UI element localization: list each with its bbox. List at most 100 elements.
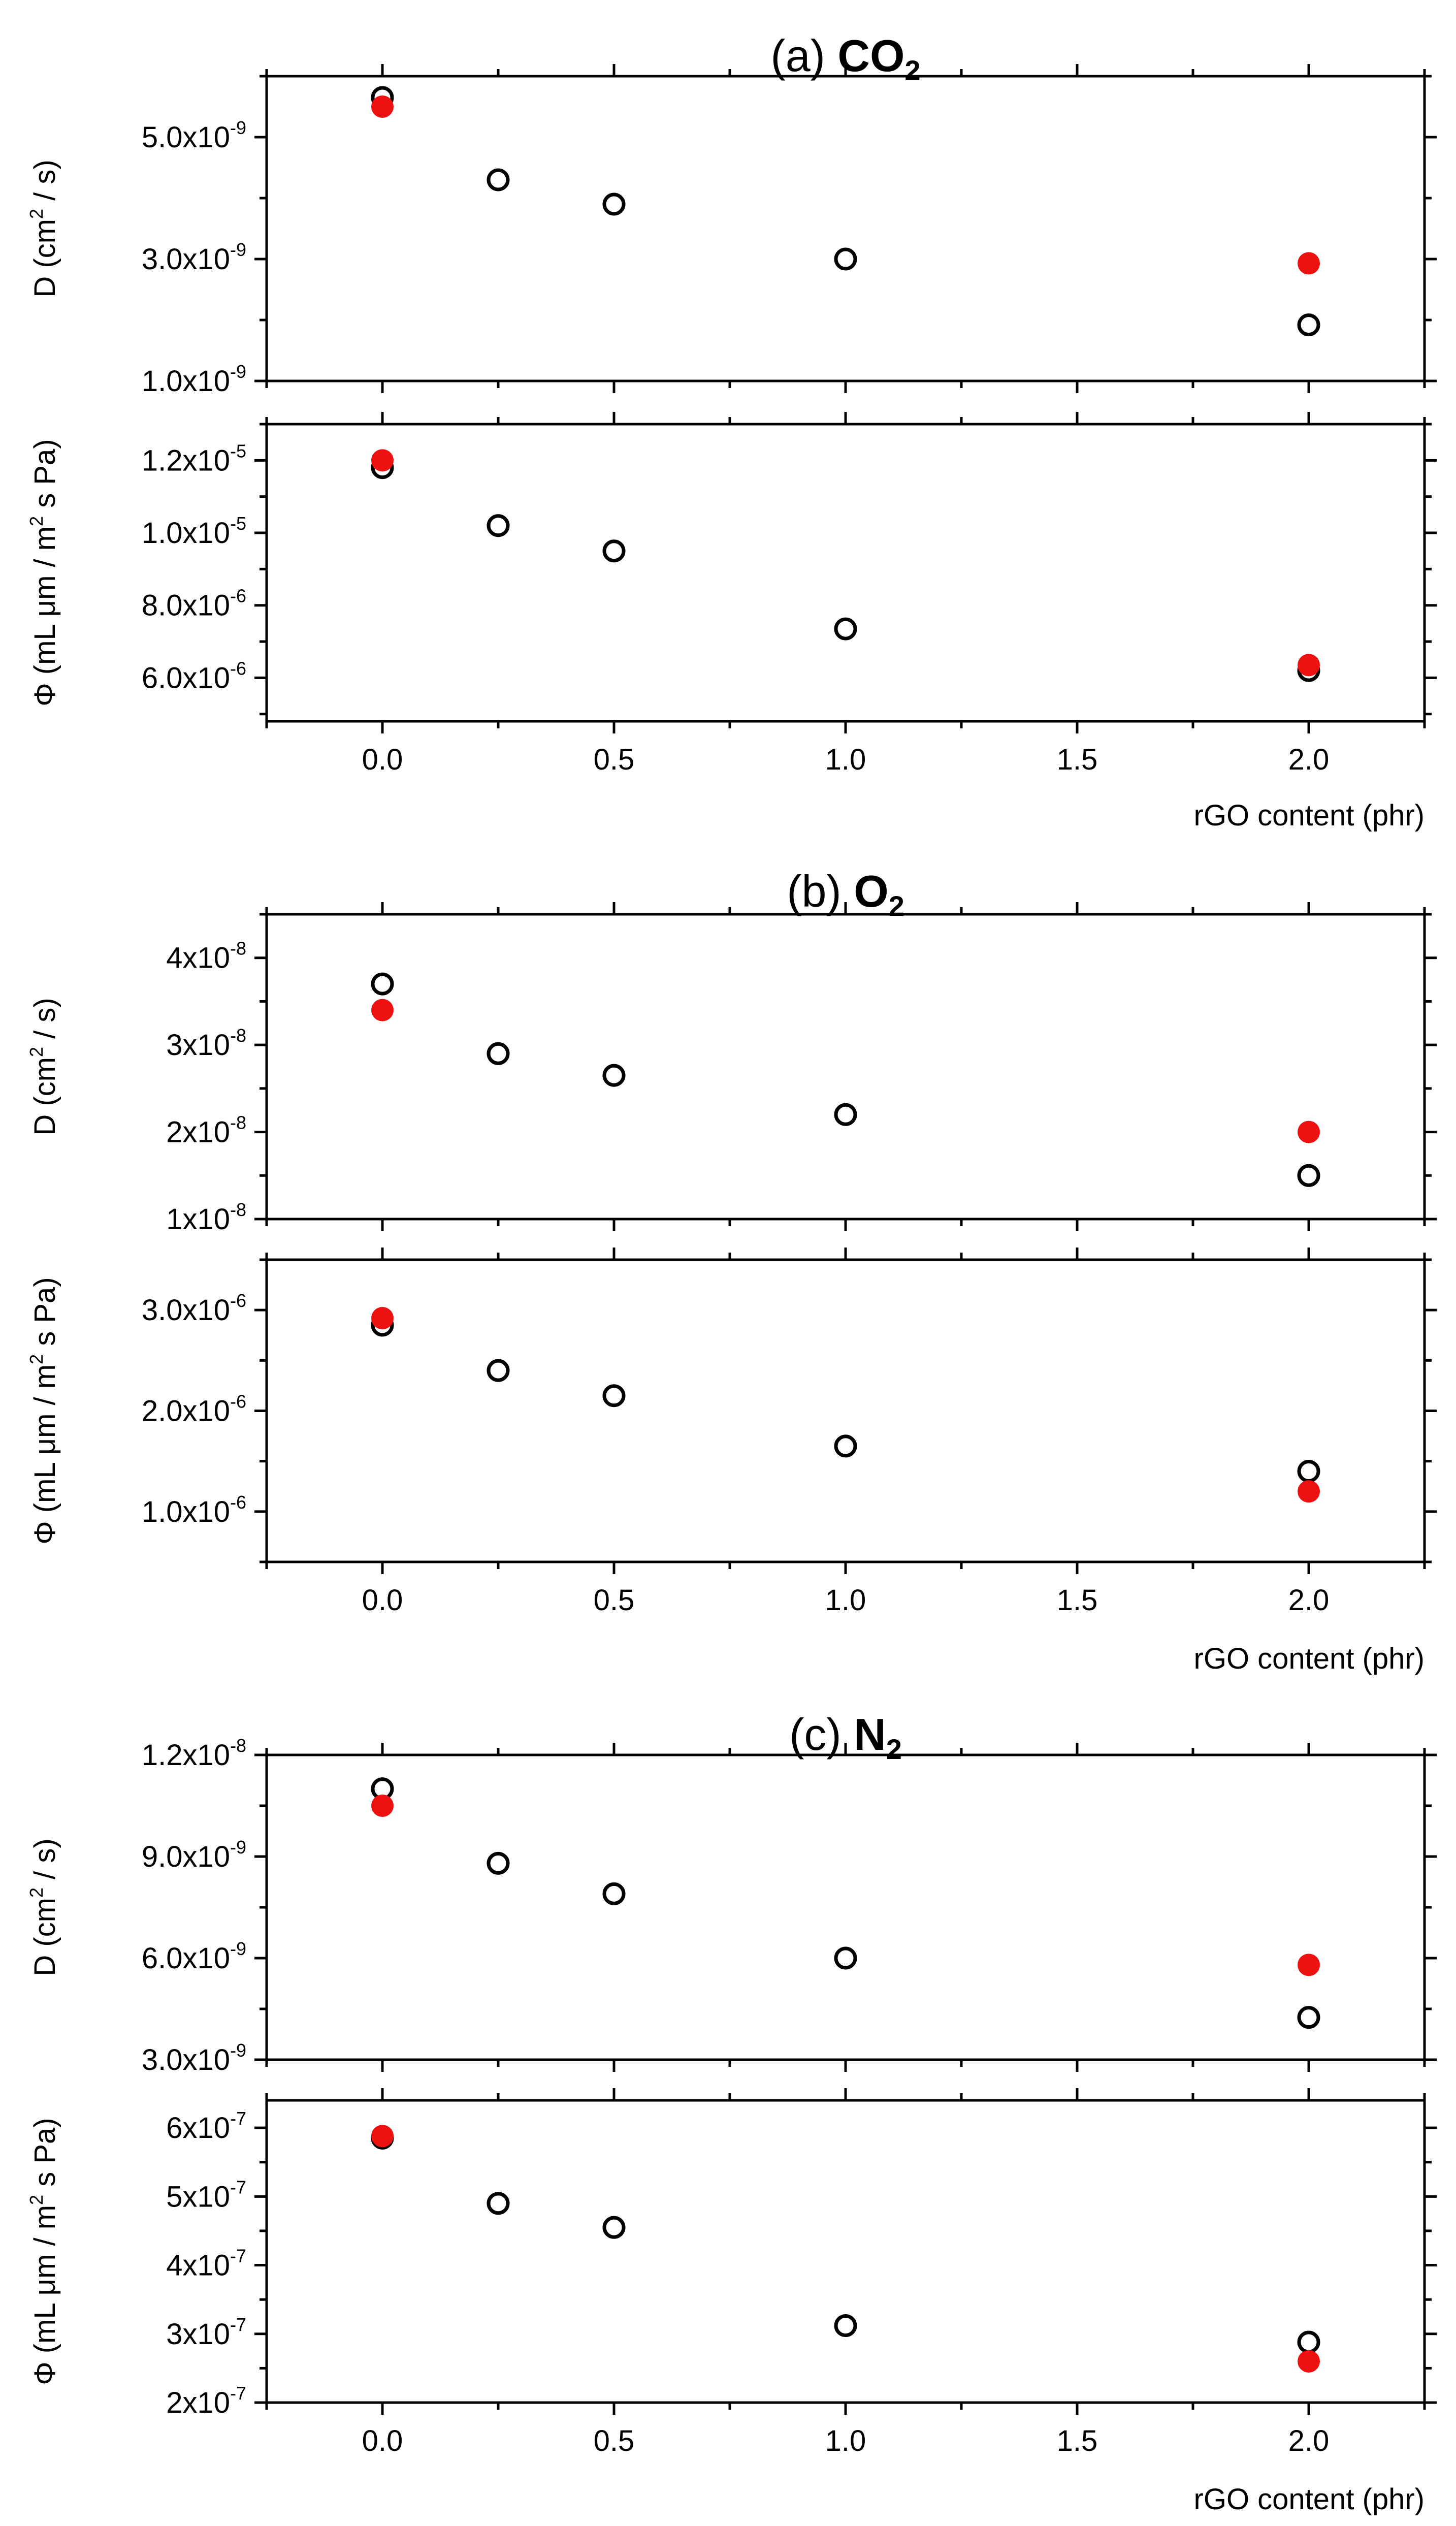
panel-title-subscript: 2: [889, 890, 904, 922]
y-axis-unit: (mL μm / m: [28, 1364, 61, 1513]
data-point-measured: [602, 1384, 626, 1408]
x-tick-label: 2.0: [1288, 1584, 1330, 1617]
y-tick-label: 2.0x10-6: [142, 1391, 246, 1428]
series-predicted: [371, 1795, 1320, 1976]
data-point-measured: [1297, 1164, 1320, 1187]
y-tick-exponent: -5: [230, 440, 246, 461]
series-predicted: [371, 2125, 1320, 2373]
y-tick-label: 3.0x10-6: [142, 1290, 246, 1327]
y-axis-symbol: Φ: [28, 2361, 61, 2385]
y-axis-label: D (cm2 / s): [26, 1838, 61, 1976]
x-tick-label: 0.0: [362, 743, 403, 776]
x-tick-label: 1.0: [825, 1584, 866, 1617]
y-tick-exponent: -6: [230, 1391, 246, 1412]
y-tick-mantissa: 3.0x10: [142, 2043, 230, 2076]
y-tick-exponent: -8: [230, 1112, 246, 1133]
data-point-measured: [602, 193, 626, 216]
series-predicted: [371, 449, 1320, 677]
y-axis-label: Φ (mL μm / m2 s Pa): [26, 439, 61, 706]
y-tick-mantissa: 3.0x10: [142, 1294, 230, 1327]
y-axis-unit: (mL μm / m: [28, 2205, 61, 2353]
y-tick-mantissa: 9.0x10: [142, 1840, 230, 1873]
y-tick-exponent: -6: [230, 586, 246, 606]
y-tick-exponent: -7: [230, 2383, 246, 2404]
y-axis-label: Φ (mL μm / m2 s Pa): [26, 1277, 61, 1544]
x-tick-label: 2.0: [1288, 2424, 1330, 2457]
y-tick-mantissa: 1.0x10: [142, 517, 230, 550]
y-tick-label: 8.0x10-6: [142, 586, 246, 622]
panel-title-subscript: 2: [886, 1733, 902, 1765]
y-tick-exponent: -7: [230, 2314, 246, 2335]
data-point-measured: [1297, 2006, 1320, 2029]
x-tick-label: 1.0: [825, 2424, 866, 2457]
data-point-measured: [602, 1064, 626, 1087]
y-tick-label: 5x10-7: [166, 2177, 246, 2213]
y-tick-label: 6.0x10-9: [142, 1938, 246, 1975]
data-point-measured: [602, 2216, 626, 2239]
data-point-measured: [834, 1946, 857, 1970]
y-tick-exponent: -9: [230, 1938, 246, 1959]
y-tick-label: 3.0x10-9: [142, 2040, 246, 2076]
y-tick-exponent: -6: [230, 1492, 246, 1513]
y-axis-unit-tail: / s): [28, 998, 61, 1047]
y-tick-exponent: -9: [230, 117, 246, 138]
y-axis-label: Φ (mL μm / m2 s Pa): [26, 2118, 61, 2385]
y-tick-mantissa: 2x10: [166, 1116, 230, 1149]
y-tick-mantissa: 1.2x10: [142, 444, 230, 477]
y-tick-mantissa: 4x10: [166, 2249, 230, 2282]
y-tick-label: 6x10-7: [166, 2108, 246, 2145]
y-axis-unit-tail: s Pa): [28, 439, 61, 516]
y-axis-unit: (mL μm / m: [28, 526, 61, 675]
y-axis-symbol: D: [28, 1955, 61, 1976]
y-axis-label: D (cm2 / s): [26, 159, 61, 297]
y-axis-symbol: D: [28, 1114, 61, 1136]
y-tick-label: 1.2x10-5: [142, 440, 246, 477]
x-tick-label: 2.0: [1288, 743, 1330, 776]
x-tick-label: 1.5: [1057, 2424, 1098, 2457]
y-axis-symbol: D: [28, 276, 61, 298]
x-tick-label: 0.5: [594, 743, 635, 776]
y-tick-mantissa: 6.0x10: [142, 661, 230, 694]
series-predicted: [371, 1307, 1320, 1503]
y-tick-mantissa: 1.0x10: [142, 365, 230, 398]
y-axis-unit-sup: 2: [26, 1354, 47, 1364]
y-tick-label: 3x10-8: [166, 1025, 246, 1062]
y-tick-exponent: -8: [230, 1199, 246, 1220]
data-point-predicted: [371, 95, 394, 118]
data-point-measured: [487, 514, 510, 537]
y-tick-label: 1x10-8: [166, 1199, 246, 1236]
x-axis-label: rGO content (phr): [1194, 1642, 1425, 1675]
y-tick-mantissa: 4x10: [166, 942, 230, 975]
panel-title-subscript: 2: [904, 54, 920, 86]
data-point-measured: [834, 617, 857, 641]
y-axis-unit-tail: / s): [28, 159, 61, 209]
x-tick-label: 0.0: [362, 2424, 403, 2457]
x-tick-label: 1.5: [1057, 743, 1098, 776]
data-point-predicted: [371, 999, 394, 1021]
y-tick-label: 3x10-7: [166, 2314, 246, 2351]
panel-title-gas: CO: [837, 30, 904, 81]
data-point-measured: [834, 247, 857, 271]
y-tick-label: 1.2x10-8: [142, 1735, 246, 1772]
y-axis-unit: (cm: [28, 219, 61, 268]
y-tick-mantissa: 6x10: [166, 2112, 230, 2145]
y-tick-mantissa: 1.0x10: [142, 1495, 230, 1528]
series-measured: [371, 1777, 1320, 2029]
y-tick-label: 9.0x10-9: [142, 1837, 246, 1873]
data-point-measured: [371, 972, 394, 996]
y-axis-unit-sup: 2: [26, 1888, 47, 1898]
data-point-predicted: [371, 2125, 394, 2148]
y-tick-exponent: -9: [230, 361, 246, 382]
y-tick-exponent: -7: [230, 2177, 246, 2197]
panel-title-gas: O: [854, 866, 888, 916]
x-tick-label: 0.5: [594, 2424, 635, 2457]
y-tick-exponent: -8: [230, 1735, 246, 1756]
y-tick-label: 1.0x10-6: [142, 1492, 246, 1528]
data-point-predicted: [1298, 1480, 1320, 1503]
data-point-predicted: [371, 1795, 394, 1817]
